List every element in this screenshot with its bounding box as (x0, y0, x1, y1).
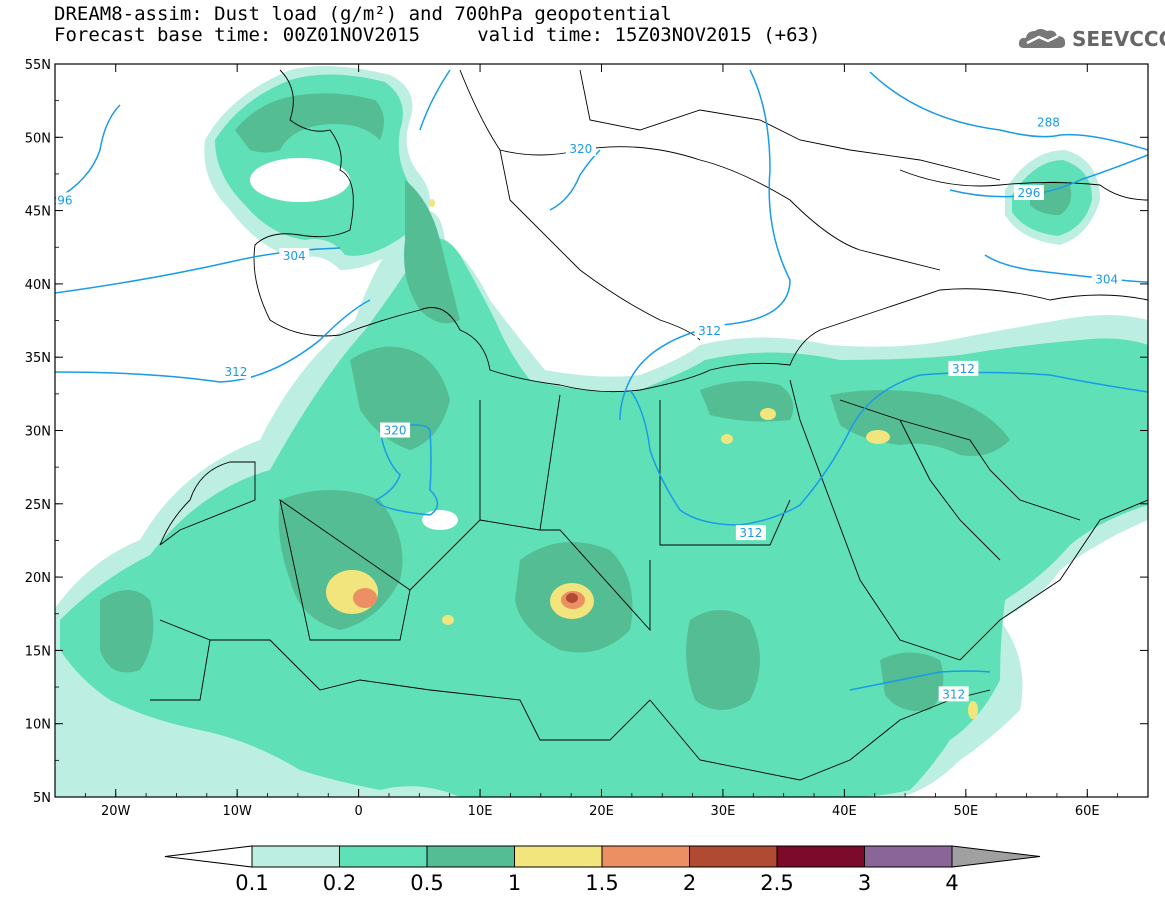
lat-tick-label: 10N (25, 718, 51, 733)
contour-label: 312 (739, 526, 762, 540)
colorbar-swatch (601, 845, 690, 868)
map-title: DREAM8-assim: Dust load (g/m²) and 700hP… (54, 3, 672, 25)
contour-labels: 296 304 320 288 296 304 312 312 320 312 312 312 (50, 114, 1122, 702)
colorbar-swatch (426, 845, 515, 868)
contour-label-bg (565, 141, 596, 157)
contour-label-bg (938, 686, 969, 702)
geopotential-contours (55, 69, 1148, 691)
lon-tick-label: 10W (222, 804, 252, 819)
contour-label: 304 (1095, 273, 1118, 287)
colorbar-label: 2 (683, 871, 696, 895)
contour-label-bg (279, 248, 310, 264)
colorbar-swatch (776, 845, 865, 868)
contour-label: 312 (952, 362, 975, 376)
cloud-icon (1018, 29, 1066, 48)
dust-band-0.5 (100, 93, 1072, 711)
lon-tick-label: 40E (832, 804, 857, 819)
contour-label-bg (694, 322, 725, 338)
contour-label: 320 (384, 424, 407, 438)
lon-tick-label: 30E (711, 804, 736, 819)
lat-tick-label: 35N (25, 351, 51, 366)
colorbar: 0.1 0.2 0.5 1 1.5 2 2.5 3 4 (164, 845, 1041, 895)
colorbar-label: 1 (508, 871, 521, 895)
lat-tick-label: 30N (25, 425, 51, 440)
lat-tick-label: 20N (25, 571, 51, 586)
contour-label: 304 (283, 249, 306, 263)
colorbar-label: 3 (858, 871, 871, 895)
dust-band-2 (566, 593, 578, 603)
contour-label: 312 (224, 365, 247, 379)
colorbar-label: 0.1 (235, 871, 268, 895)
colorbar-label: 4 (945, 871, 958, 895)
lat-tick-label: 25N (25, 498, 51, 513)
contour-label: 288 (1037, 116, 1060, 130)
lon-tick-label: 0 (354, 804, 362, 819)
contour-label: 296 (1018, 186, 1041, 200)
colorbar-swatch (689, 845, 778, 868)
contour-label: 312 (698, 324, 721, 338)
contour-label-bg (1033, 114, 1064, 130)
colorbar-label: 1.5 (585, 871, 618, 895)
lat-tick-label: 5N (33, 791, 51, 806)
contour-label-bg (1013, 185, 1044, 201)
axis-ticks (54, 63, 1149, 798)
logo: SEEVCCC (1018, 26, 1165, 52)
colorbar-swatch (864, 845, 953, 868)
contour-label-bg (380, 422, 411, 438)
lon-tick-label: 60E (1075, 804, 1100, 819)
logo-text: SEEVCCC (1072, 27, 1165, 51)
colorbar-label: 0.5 (410, 871, 443, 895)
axis-tick-labels: 55N 50N 45N 40N 35N 30N 25N 20N 15N 10N 5N 20W 10W 0 1… (25, 58, 1100, 819)
colorbar-swatch (514, 845, 603, 868)
dust-field: 296 304 320 288 296 304 312 312 320 312 312 312 (50, 66, 1148, 797)
lat-tick-label: 45N (25, 205, 51, 220)
colorbar-label: 0.2 (323, 871, 356, 895)
colorbar-label: 2.5 (760, 871, 793, 895)
contour-label-bg (220, 363, 251, 379)
contour-label: 320 (569, 142, 592, 156)
lat-tick-label: 55N (25, 58, 51, 73)
lat-tick-label: 50N (25, 131, 51, 146)
contour-label-bg (55, 192, 77, 208)
lat-tick-label: 40N (25, 278, 51, 293)
lon-tick-label: 20E (589, 804, 614, 819)
lon-tick-label: 10E (468, 804, 493, 819)
lon-tick-label: 50E (953, 804, 978, 819)
contour-label-bg (735, 525, 766, 541)
map-header: DREAM8-assim: Dust load (g/m²) and 700hP… (54, 4, 954, 46)
colorbar-over-triangle (951, 845, 1041, 868)
contour-label-bg (1091, 271, 1122, 287)
country-borders (150, 69, 1148, 781)
colorbar-under-triangle (164, 845, 253, 868)
contour-label: 312 (942, 687, 965, 701)
colorbar-swatch (251, 845, 340, 868)
lat-tick-label: 15N (25, 644, 51, 659)
contour-label: 296 (50, 193, 73, 207)
colorbar-swatch (339, 845, 428, 868)
lon-tick-label: 20W (101, 804, 131, 819)
contour-label-bg (948, 360, 979, 376)
map-subtitle: Forecast base time: 00Z01NOV2015 valid t… (54, 24, 821, 46)
